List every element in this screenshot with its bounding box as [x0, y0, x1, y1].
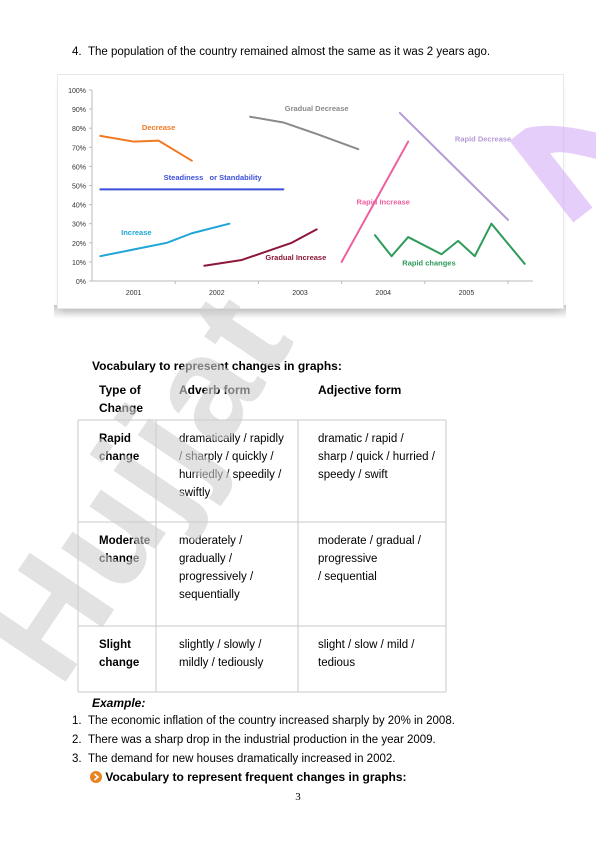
y-tick-label: 50%: [72, 184, 86, 191]
header-adverb: Adverb form: [179, 383, 251, 397]
adverb-line: slightly / slowly /: [179, 639, 262, 651]
y-tick-label: 90%: [72, 107, 86, 114]
list-number: 3.: [72, 753, 82, 765]
list-number: 2.: [72, 734, 82, 746]
adverb-line: / sharply / quickly /: [179, 451, 274, 463]
series-label: Steadiness or Standability: [164, 173, 263, 182]
arrow-bullet-icon: [90, 771, 102, 783]
adverb-line: gradually /: [179, 553, 233, 565]
series-line: [99, 222, 231, 258]
x-tick-label: 2001: [126, 290, 142, 297]
adverb-line: moderately /: [179, 535, 243, 547]
example-item: 3. The demand for new houses dramaticall…: [72, 753, 395, 765]
y-tick-label: 30%: [72, 222, 86, 229]
adjective-line: tedious: [318, 657, 356, 669]
list-text: The demand for new houses dramatically i…: [87, 753, 396, 765]
adjective-line: slight / slow / mild /: [318, 639, 415, 651]
y-tick-label: 20%: [72, 241, 86, 248]
adjective-line: dramatic / rapid /: [318, 433, 404, 445]
y-tick-label: 10%: [72, 260, 86, 267]
series-label: Gradual Decrease: [285, 104, 349, 113]
list-number: 4.: [72, 46, 82, 58]
series-line: [249, 115, 360, 151]
adjective-line: speedy / swift: [318, 469, 388, 481]
example-item: 2. There was a sharp drop in the industr…: [72, 734, 436, 746]
row-adjective: slight / slow / mild / tedious: [318, 636, 415, 672]
y-tick-label: 70%: [72, 145, 86, 152]
adverb-line: hurriedly / speedily /: [179, 469, 282, 481]
frequent-heading: Vocabulary to represent frequent changes…: [90, 770, 407, 784]
vocab-title: Vocabulary to represent changes in graph…: [92, 359, 342, 373]
example-label: Example:: [92, 696, 146, 710]
page-number: 3: [295, 791, 301, 803]
row-adverb: slightly / slowly / mildly / tediously: [179, 636, 263, 672]
x-tick-label: 2003: [292, 290, 308, 297]
series-line: [398, 111, 510, 221]
adjective-line: moderate / gradual /: [318, 535, 421, 547]
y-tick-label: 40%: [72, 203, 86, 210]
series-label: Rapid Increase: [357, 198, 410, 207]
row-adjective: moderate / gradual / progressive / seque…: [318, 532, 421, 586]
adverb-line: mildly / tediously: [179, 657, 264, 669]
row-type: Rapid change: [99, 433, 140, 463]
y-tick-label: 100%: [68, 88, 86, 95]
row-type: Slight change: [99, 639, 140, 669]
chart-shadow: [54, 305, 566, 319]
series-label: Rapid Decrease: [455, 135, 511, 144]
list-text: The economic inflation of the country in…: [87, 715, 455, 727]
series-label: Decrease: [142, 123, 175, 132]
frequent-title: Vocabulary to represent frequent changes…: [105, 770, 407, 784]
series-line: [373, 222, 526, 265]
row-adverb: dramatically / rapidly / sharply / quick…: [179, 430, 284, 502]
list-number: 1.: [72, 715, 82, 727]
chart-box: 100% 90% 80% 70% 60% 50% 40% 30% 20% 10% 0% 2001 200…: [58, 75, 563, 308]
header-adjective: Adjective form: [318, 383, 402, 397]
row-type: Moderate change: [99, 535, 151, 565]
line-chart: 100% 90% 80% 70% 60% 50% 40% 30% 20% 10% 0% 2001 200…: [68, 88, 533, 297]
adverb-line: dramatically / rapidly: [179, 433, 284, 445]
row-adverb: moderately / gradually / progressively /…: [179, 532, 253, 604]
example-item: 1. The economic inflation of the country…: [72, 715, 455, 727]
series-line: [340, 140, 410, 263]
adverb-line: progressively /: [179, 571, 254, 583]
adjective-line: / sequential: [318, 571, 377, 583]
intro-list-item: 4. The population of the country remaine…: [72, 46, 490, 58]
adverb-line: sequentially: [179, 589, 240, 601]
series-label: Rapid changes: [402, 259, 455, 268]
series-label: Increase: [121, 228, 151, 237]
adverb-line: swiftly: [179, 487, 211, 499]
series-line: [203, 228, 318, 267]
list-text: The population of the country remained a…: [87, 46, 491, 58]
series-line: [99, 134, 193, 162]
header-type: Type of Change: [99, 383, 144, 415]
x-tick-label: 2004: [375, 290, 391, 297]
adjective-line: sharp / quick / hurried /: [318, 451, 435, 463]
y-tick-label: 60%: [72, 164, 86, 171]
x-tick-label: 2005: [459, 290, 475, 297]
x-tick-label: 2002: [209, 290, 225, 297]
list-text: There was a sharp drop in the industrial…: [87, 734, 436, 746]
y-tick-label: 80%: [72, 126, 86, 133]
row-adjective: dramatic / rapid / sharp / quick / hurri…: [318, 430, 435, 484]
series-label: Gradual Increase: [265, 253, 326, 262]
y-tick-label: 0%: [76, 279, 86, 286]
adjective-line: progressive: [318, 553, 378, 565]
